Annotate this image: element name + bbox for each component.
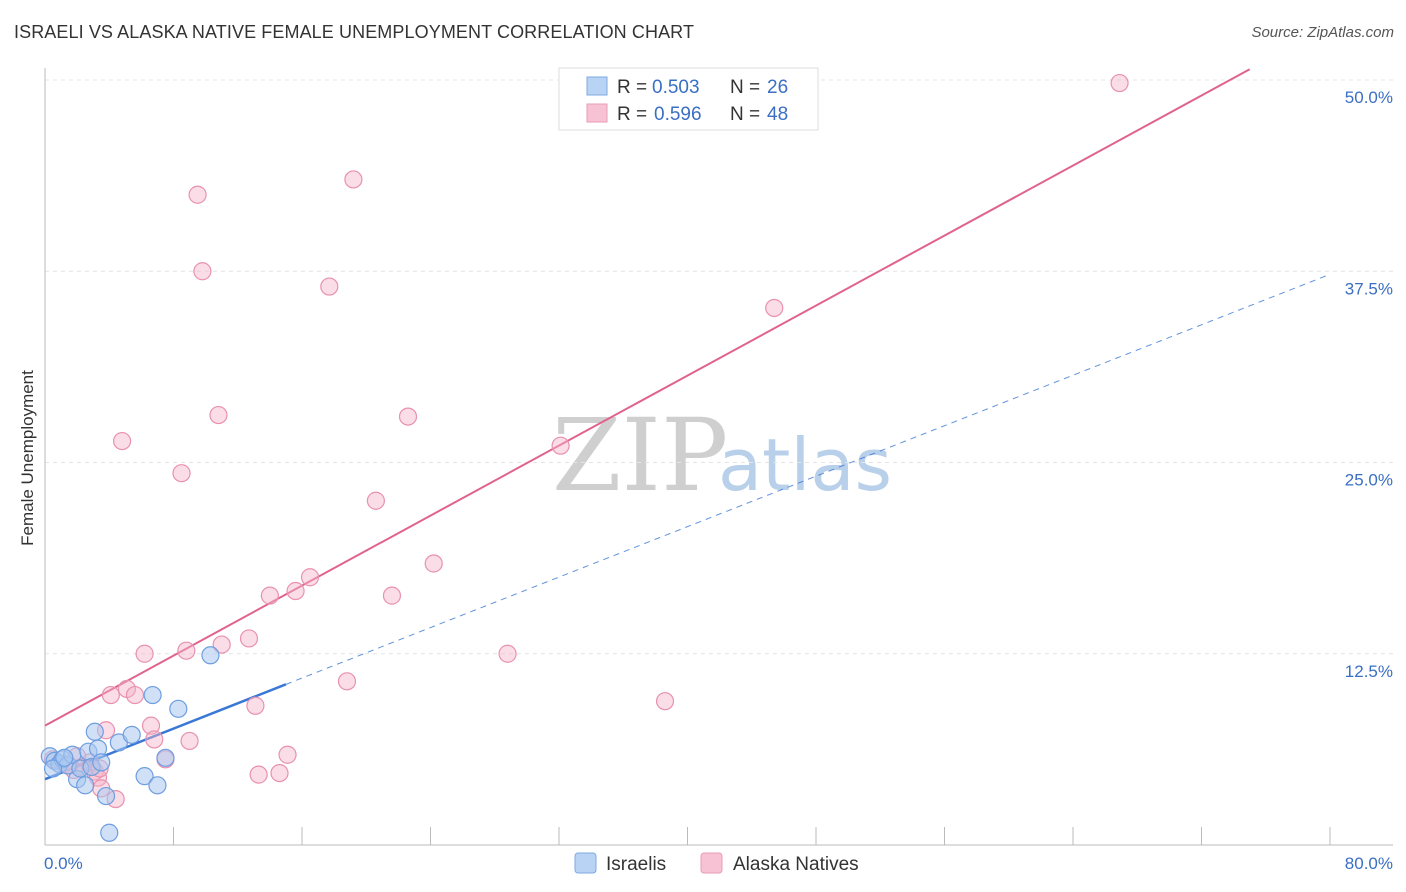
point-alaska-natives-14 [135, 644, 154, 663]
x-tick-label-min: 0.0% [44, 854, 83, 873]
series-legend-swatch-alaska-natives [700, 852, 723, 874]
point-alaska-natives-9 [101, 685, 120, 705]
point-alaska-natives-29 [270, 763, 289, 783]
series-legend: Israelis Alaska Natives [574, 852, 859, 875]
legend-n-value-2: 48 [767, 104, 788, 125]
point-alaska-natives-28 [260, 586, 279, 605]
point-israelis-17 [122, 725, 141, 744]
trend-line-alaska-natives [44, 68, 1251, 727]
legend-r-label-2: R = [617, 104, 647, 125]
point-alaska-natives-35 [344, 170, 363, 189]
point-alaska-natives-24 [212, 635, 231, 654]
point-israelis-23 [201, 646, 220, 665]
point-israelis-25 [55, 748, 74, 767]
point-israelis-13 [92, 753, 111, 772]
y-tick-label-1: 25.0% [1345, 471, 1393, 490]
point-alaska-natives-23 [209, 405, 228, 425]
legend-n-value-1: 26 [767, 77, 788, 98]
source-label: Source: ZipAtlas.com [1251, 24, 1394, 41]
point-alaska-natives-40 [498, 644, 517, 663]
point-israelis-18 [135, 767, 154, 786]
point-alaska-natives-19 [177, 641, 196, 660]
point-alaska-natives-26 [246, 696, 265, 715]
point-alaska-natives-18 [172, 464, 191, 483]
watermark-atlas: atlas [718, 423, 892, 507]
point-israelis-11 [85, 722, 104, 741]
point-alaska-natives-37 [382, 586, 402, 605]
legend-n-label-2: N = [730, 104, 760, 125]
gridlines [45, 79, 1393, 655]
legend-swatch-israelis [586, 76, 608, 96]
point-alaska-natives-34 [337, 672, 357, 691]
correlation-legend: R = 0.503 N = 26 R = 0.596 N = 48 [558, 67, 819, 131]
point-israelis-15 [100, 823, 119, 842]
y-tick-label-0: 12.5% [1345, 662, 1393, 681]
legend-r-value-1: 0.503 [652, 77, 700, 98]
point-alaska-natives-13 [125, 685, 145, 705]
point-alaska-natives-20 [180, 731, 199, 751]
point-israelis-22 [169, 699, 188, 718]
x-tick-label-max: 80.0% [1345, 854, 1393, 873]
point-alaska-natives-43 [765, 298, 784, 318]
point-israelis-14 [96, 786, 116, 806]
point-alaska-natives-38 [398, 407, 418, 426]
point-israelis-19 [143, 685, 162, 705]
point-alaska-natives-32 [300, 568, 320, 587]
y-tick-label-2: 37.5% [1345, 279, 1393, 298]
point-alaska-natives-16 [145, 730, 164, 749]
point-alaska-natives-39 [424, 554, 443, 573]
legend-r-label-1: R = [617, 77, 647, 98]
point-alaska-natives-11 [112, 431, 132, 451]
y-axis-label: Female Unemployment [18, 370, 37, 546]
point-alaska-natives-44 [1110, 73, 1129, 93]
point-alaska-natives-33 [320, 277, 339, 296]
point-alaska-natives-36 [366, 491, 385, 510]
legend-r-value-2: 0.596 [654, 104, 702, 125]
legend-n-label-1: N = [730, 77, 760, 98]
point-alaska-natives-27 [249, 765, 268, 784]
legend-swatch-alaska-natives [586, 103, 608, 123]
y-tick-labels: 12.5% 25.0% 37.5% 50.0% [1345, 88, 1393, 681]
point-alaska-natives-22 [193, 262, 212, 281]
point-alaska-natives-31 [286, 581, 305, 601]
point-alaska-natives-21 [188, 185, 207, 204]
watermark-zip: ZIP [552, 397, 728, 514]
axes [44, 68, 1393, 846]
point-alaska-natives-41 [551, 436, 570, 455]
point-israelis-21 [156, 748, 175, 767]
series-legend-label-alaska-natives: Alaska Natives [733, 854, 859, 875]
point-israelis-24 [43, 759, 63, 778]
series-legend-label-israelis: Israelis [606, 854, 666, 875]
y-tick-label-3: 50.0% [1345, 88, 1393, 107]
point-alaska-natives-30 [278, 745, 297, 764]
point-israelis-8 [76, 776, 95, 795]
point-alaska-natives-15 [141, 716, 161, 735]
chart-title: ISRAELI VS ALASKA NATIVE FEMALE UNEMPLOY… [14, 22, 695, 42]
series-legend-swatch-israelis [574, 852, 597, 874]
data-points [40, 73, 1129, 842]
point-israelis-20 [148, 776, 167, 795]
point-alaska-natives-25 [239, 629, 259, 648]
point-alaska-natives-42 [655, 692, 675, 711]
